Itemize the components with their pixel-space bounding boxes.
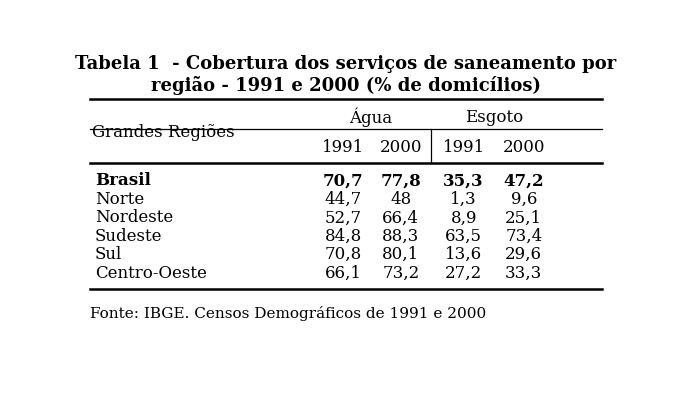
Text: 63,5: 63,5 — [445, 228, 482, 245]
Text: região - 1991 e 2000 (% de domicílios): região - 1991 e 2000 (% de domicílios) — [151, 76, 541, 95]
Text: Água: Água — [350, 108, 393, 127]
Text: 1991: 1991 — [443, 138, 485, 156]
Text: 70,7: 70,7 — [323, 173, 364, 189]
Text: 29,6: 29,6 — [506, 246, 542, 263]
Text: Tabela 1  - Cobertura dos serviços de saneamento por: Tabela 1 - Cobertura dos serviços de san… — [76, 55, 616, 73]
Text: 25,1: 25,1 — [505, 209, 542, 226]
Text: Nordeste: Nordeste — [95, 209, 173, 226]
Text: Sul: Sul — [95, 246, 122, 263]
Text: Esgoto: Esgoto — [465, 109, 523, 126]
Text: Fonte: IBGE. Censos Demográficos de 1991 e 2000: Fonte: IBGE. Censos Demográficos de 1991… — [90, 306, 486, 321]
Text: 84,8: 84,8 — [325, 228, 362, 245]
Text: 73,4: 73,4 — [505, 228, 543, 245]
Text: 88,3: 88,3 — [382, 228, 419, 245]
Text: 52,7: 52,7 — [325, 209, 362, 226]
Text: 1,3: 1,3 — [450, 191, 477, 208]
Text: 27,2: 27,2 — [445, 265, 482, 282]
Text: 66,4: 66,4 — [382, 209, 419, 226]
Text: 33,3: 33,3 — [505, 265, 543, 282]
Text: 77,8: 77,8 — [381, 173, 421, 189]
Text: Sudeste: Sudeste — [95, 228, 162, 245]
Text: 48: 48 — [390, 191, 412, 208]
Text: Centro-Oeste: Centro-Oeste — [95, 265, 207, 282]
Text: 9,6: 9,6 — [510, 191, 537, 208]
Text: 2000: 2000 — [503, 138, 545, 156]
Text: Grandes Regiões: Grandes Regiões — [92, 124, 234, 141]
Text: 70,8: 70,8 — [325, 246, 362, 263]
Text: 8,9: 8,9 — [450, 209, 477, 226]
Text: 80,1: 80,1 — [382, 246, 419, 263]
Text: Norte: Norte — [95, 191, 144, 208]
Text: 13,6: 13,6 — [445, 246, 482, 263]
Text: 73,2: 73,2 — [382, 265, 419, 282]
Text: 66,1: 66,1 — [325, 265, 362, 282]
Text: Brasil: Brasil — [95, 173, 151, 189]
Text: 44,7: 44,7 — [325, 191, 362, 208]
Text: 47,2: 47,2 — [504, 173, 544, 189]
Text: 2000: 2000 — [379, 138, 422, 156]
Text: 1991: 1991 — [322, 138, 364, 156]
Text: 35,3: 35,3 — [443, 173, 484, 189]
